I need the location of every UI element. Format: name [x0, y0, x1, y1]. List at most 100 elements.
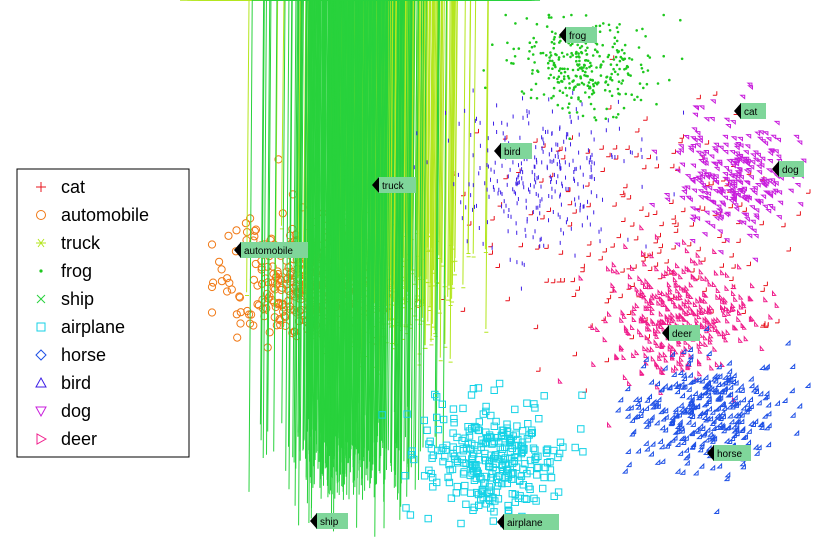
point-cat — [558, 250, 564, 255]
point-dog — [723, 117, 730, 123]
point-cat — [618, 293, 623, 299]
point-frog — [566, 53, 569, 56]
point-frog — [590, 70, 594, 73]
point-airplane — [504, 465, 512, 473]
point-frog — [610, 94, 614, 98]
point-deer — [634, 349, 640, 356]
point-frog — [627, 73, 630, 77]
point-cat — [620, 192, 626, 198]
point-airplane — [547, 473, 556, 482]
point-frog — [557, 69, 561, 73]
point-deer — [654, 233, 660, 240]
point-airplane — [517, 472, 526, 480]
cluster-label-text: horse — [717, 449, 742, 460]
point-cat — [742, 207, 747, 212]
point-horse — [719, 409, 726, 416]
point-dog — [677, 148, 684, 154]
point-frog — [554, 32, 557, 35]
point-airplane — [525, 483, 533, 491]
point-deer — [703, 334, 708, 341]
point-airplane — [518, 427, 527, 435]
point-airplane — [487, 411, 495, 420]
point-horse — [710, 418, 717, 424]
point-cat — [533, 324, 539, 330]
point-horse — [630, 428, 637, 435]
point-dog — [705, 191, 712, 197]
point-horse — [680, 407, 686, 414]
point-airplane — [433, 478, 441, 487]
point-deer — [699, 339, 704, 346]
point-deer — [675, 262, 680, 269]
point-frog — [572, 86, 576, 89]
point-dog — [701, 191, 708, 196]
point-dog — [755, 200, 762, 206]
point-horse — [629, 417, 636, 423]
point-dog — [737, 188, 744, 193]
point-frog — [557, 56, 561, 59]
point-deer — [684, 284, 690, 291]
point-dog — [723, 166, 730, 171]
point-frog — [542, 93, 546, 96]
point-automobile — [284, 296, 293, 305]
point-cat — [461, 191, 466, 197]
point-airplane — [466, 460, 475, 469]
point-dog — [692, 177, 699, 182]
point-dog — [794, 183, 801, 188]
point-dog — [697, 195, 704, 201]
point-dog — [733, 207, 740, 212]
point-frog — [606, 83, 610, 87]
point-airplane — [521, 494, 529, 503]
cluster-label-text: truck — [382, 181, 405, 192]
point-automobile — [277, 276, 286, 285]
point-frog — [617, 50, 621, 53]
point-dog — [729, 184, 736, 190]
point-dog — [743, 169, 750, 175]
point-deer — [725, 328, 731, 335]
point-frog — [491, 43, 494, 46]
point-dog — [708, 154, 715, 160]
point-dog — [690, 163, 697, 169]
point-horse — [726, 368, 733, 374]
point-automobile — [223, 287, 232, 296]
point-airplane — [532, 453, 540, 462]
point-frog — [514, 22, 517, 25]
point-frog — [624, 92, 628, 96]
point-airplane — [468, 440, 476, 448]
point-horse — [614, 406, 621, 413]
point-frog — [557, 58, 561, 61]
point-deer — [660, 368, 666, 375]
point-frog — [579, 75, 582, 78]
point-dog — [690, 144, 697, 149]
point-airplane — [460, 468, 468, 476]
point-deer — [602, 336, 608, 343]
cluster-label-pointer — [494, 143, 501, 159]
point-cat — [712, 91, 718, 96]
point-deer — [750, 282, 755, 289]
legend-marker-automobile — [36, 210, 46, 220]
point-frog — [628, 57, 631, 60]
point-horse — [753, 450, 760, 456]
point-frog — [547, 16, 551, 19]
point-frog — [662, 54, 665, 58]
point-frog — [548, 56, 551, 59]
point-horse — [709, 464, 716, 471]
point-frog — [646, 69, 650, 72]
point-horse — [733, 402, 740, 408]
point-horse — [674, 423, 681, 430]
point-horse — [685, 418, 692, 425]
point-airplane — [447, 494, 456, 502]
point-horse — [725, 424, 732, 431]
point-frog — [580, 81, 584, 85]
point-frog — [520, 90, 524, 93]
point-deer — [627, 380, 632, 387]
point-airplane — [504, 501, 512, 510]
point-horse — [702, 383, 709, 390]
point-cat — [731, 264, 736, 269]
series-deer — [557, 224, 780, 428]
point-horse — [716, 396, 722, 402]
point-deer — [632, 305, 638, 312]
point-horse — [719, 380, 726, 387]
point-deer — [738, 303, 744, 310]
point-horse — [647, 416, 654, 423]
